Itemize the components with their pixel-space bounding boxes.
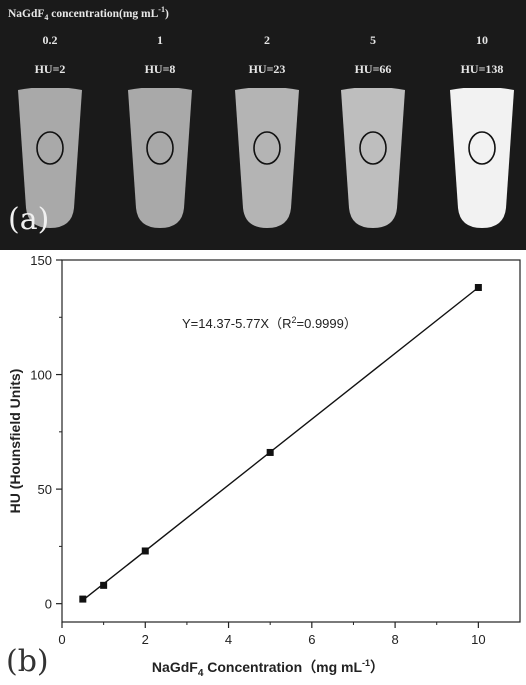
y-axis-label: HU (Hounsfield Units) — [7, 369, 23, 514]
tube-body — [128, 88, 192, 228]
hu-value-label: HU=23 — [248, 62, 286, 76]
roi-circle — [468, 131, 496, 165]
hu-chart-panel: 0 2 4 6 8 10 0 50 100 150 Y=14.37-5.77X（R2=0.9999）… — [0, 252, 526, 685]
y-tick-label: 0 — [45, 597, 52, 612]
roi-circle — [253, 131, 281, 165]
roi-circle — [36, 131, 64, 165]
tube-body — [235, 88, 299, 228]
y-tick-label: 50 — [38, 482, 52, 497]
data-point — [141, 547, 149, 555]
sample-tube — [235, 88, 299, 228]
concentration-label: 1 — [157, 33, 163, 47]
tube-body — [450, 88, 514, 228]
sample-tube — [128, 88, 192, 228]
panel-b-letter: (b) — [6, 644, 49, 679]
sample-tube — [450, 88, 514, 228]
x-axis-label: NaGdF4 Concentration（mg mL-1） — [152, 658, 384, 679]
data-point — [266, 448, 274, 456]
concentration-label: 10 — [476, 33, 488, 47]
roi-circle — [359, 131, 387, 165]
sample-tube — [341, 88, 405, 228]
x-tick-label: 0 — [58, 632, 65, 647]
data-point — [474, 283, 482, 291]
concentration-label: 2 — [264, 33, 270, 47]
x-tick-label: 6 — [308, 632, 315, 647]
x-tick-label: 4 — [225, 632, 232, 647]
y-tick-label: 150 — [30, 253, 52, 268]
x-tick-label: 2 — [142, 632, 149, 647]
data-point — [100, 581, 108, 589]
concentration-label: 5 — [370, 33, 376, 47]
plot-frame — [61, 259, 521, 623]
panel-a-letter: (a) — [8, 202, 50, 237]
concentration-label: 0.2 — [42, 33, 58, 47]
roi-circle — [146, 131, 174, 165]
ct-image-panel: NaGdF4 concentration(mg mL-1) 0.2 HU=2 1 HU… — [0, 0, 526, 250]
hu-value-label: HU=66 — [354, 62, 392, 76]
ct-panel-title: NaGdF4 concentration(mg mL-1) — [8, 5, 169, 23]
x-tick-label: 10 — [471, 632, 485, 647]
hu-chart: 0 2 4 6 8 10050100150Y=14.37-5.77X（R2=0.9999）… — [7, 253, 521, 679]
hu-value-label: HU=2 — [34, 62, 66, 76]
x-tick-label: 8 — [391, 632, 398, 647]
hu-value-label: HU=8 — [144, 62, 176, 76]
hu-value-label: HU=138 — [460, 62, 504, 76]
data-point — [79, 595, 87, 603]
fit-equation: Y=14.37-5.77X（R2=0.9999） — [182, 315, 357, 331]
tube-body — [341, 88, 405, 228]
y-tick-label: 100 — [30, 368, 52, 383]
sample-tube — [18, 88, 82, 228]
tube-body — [18, 88, 82, 228]
